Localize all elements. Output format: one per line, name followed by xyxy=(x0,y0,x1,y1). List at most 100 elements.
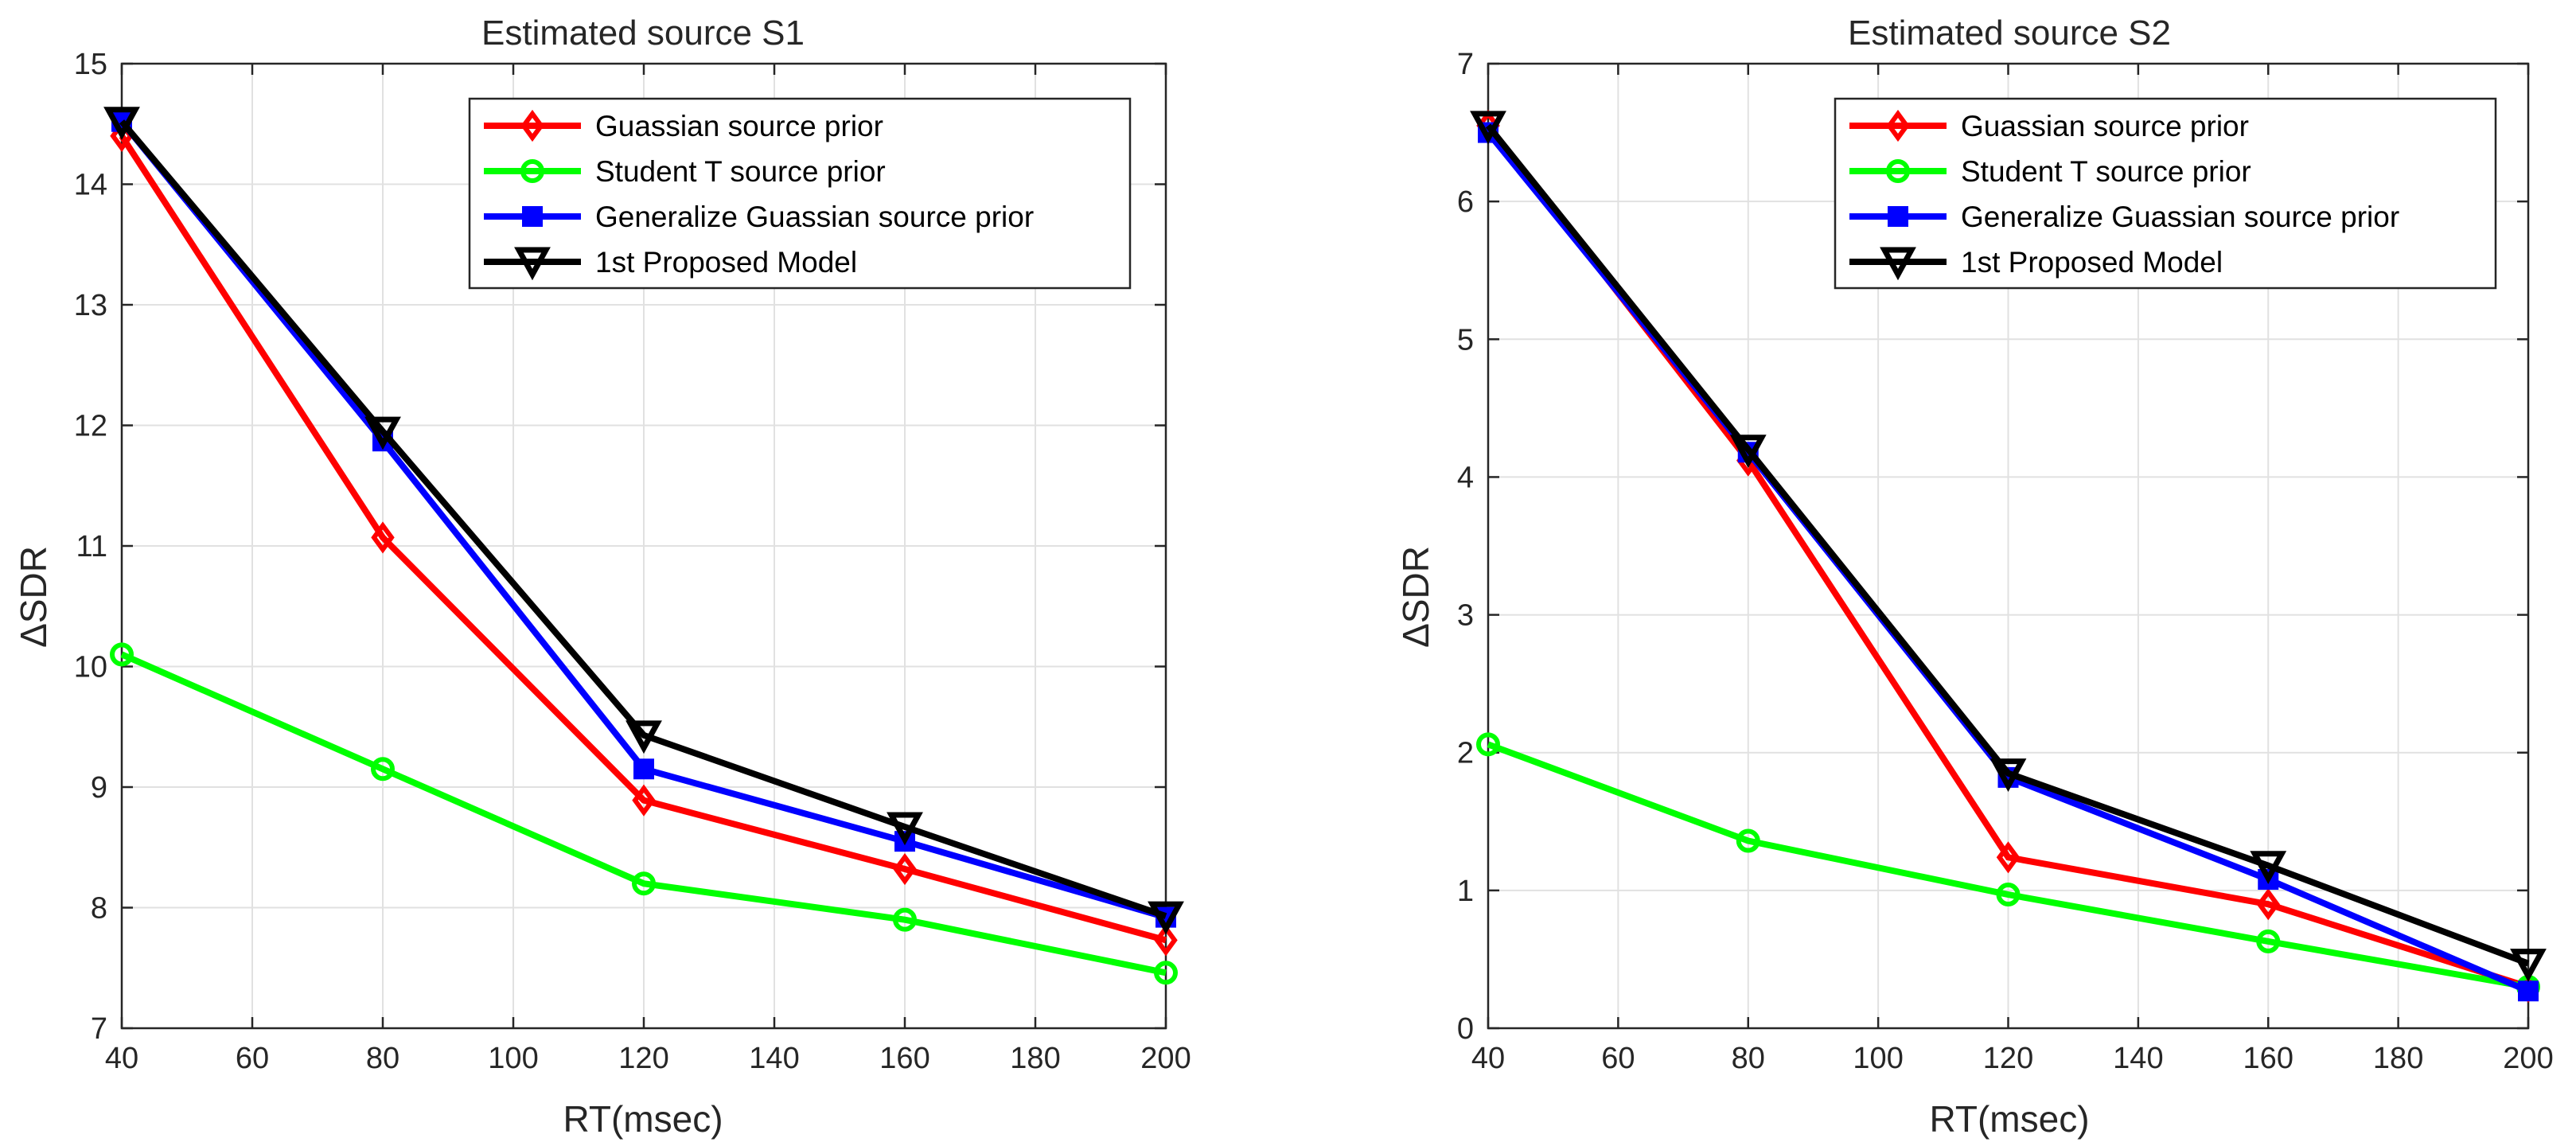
data-point-3 xyxy=(2250,851,2287,884)
legend-entry: 1st Proposed Model xyxy=(1849,246,2223,281)
data-point-legend xyxy=(1886,109,1910,142)
series-line xyxy=(1485,123,2530,967)
ticks: 40 60 80 100 120 140 160 180 200 0 1 2 3 4 5 6 7 xyxy=(1457,48,2554,1075)
data-point-legend xyxy=(1880,247,1916,281)
legend-entry: 1st Proposed Model xyxy=(484,246,857,281)
data-point-0 xyxy=(1470,111,1506,145)
x-tick-label: 180 xyxy=(2373,1042,2423,1075)
series-line xyxy=(119,119,1167,919)
x-tick-label: 60 xyxy=(1601,1042,1635,1075)
y-tick-label: 8 xyxy=(91,892,107,926)
data-point-3 xyxy=(893,907,917,932)
data-point-4 xyxy=(2510,949,2547,982)
data-point-1 xyxy=(371,521,395,554)
data-point-3 xyxy=(893,852,917,886)
data-point-legend xyxy=(520,159,544,183)
series-line xyxy=(1487,741,2529,990)
x-axis-label: RT(msec) xyxy=(1929,1098,2089,1140)
series-1 xyxy=(110,642,1178,985)
x-tick-label: 160 xyxy=(879,1042,929,1075)
data-point-1 xyxy=(364,416,401,450)
series-3 xyxy=(103,107,1184,935)
chart-s2: Estimated source S2 RT(msec) ΔSDR 40 60 80… xyxy=(1395,14,2554,1140)
y-tick-label: 9 xyxy=(91,771,107,805)
legend-label: Student T source prior xyxy=(595,155,886,188)
x-axis-label: RT(msec) xyxy=(563,1098,723,1140)
data-point-2 xyxy=(632,871,656,896)
data-point-1 xyxy=(371,757,395,782)
chart-title: Estimated source S1 xyxy=(481,14,805,53)
legend-entry: Generalize Guassian source prior xyxy=(484,201,1034,233)
data-point-3 xyxy=(887,812,923,846)
x-tick-label: 120 xyxy=(618,1042,668,1075)
data-point-legend xyxy=(514,247,551,281)
data-point-0 xyxy=(110,642,134,667)
legend-label: Guassian source prior xyxy=(595,110,883,142)
y-tick-label: 3 xyxy=(1457,599,1474,633)
data-point-4 xyxy=(1154,961,1178,985)
series-line xyxy=(120,651,1167,976)
y-tick-label: 7 xyxy=(91,1012,107,1046)
data-point-2 xyxy=(625,720,662,754)
data-point-4 xyxy=(2518,980,2539,1002)
x-tick-label: 120 xyxy=(1983,1042,2033,1075)
data-point-2 xyxy=(1989,758,2027,792)
y-tick-label: 6 xyxy=(1457,185,1474,219)
y-tick-label: 0 xyxy=(1457,1012,1474,1046)
x-tick-label: 80 xyxy=(366,1042,399,1075)
series-3 xyxy=(1470,111,2547,982)
y-tick-label: 15 xyxy=(74,48,107,81)
y-tick-label: 7 xyxy=(1457,48,1474,81)
x-tick-label: 100 xyxy=(488,1042,538,1075)
y-tick-label: 10 xyxy=(74,651,107,684)
y-tick-label: 14 xyxy=(74,169,107,202)
ticks: 40 60 80 100 120 140 160 180 200 7 8 9 10 11 12 13 14 15 xyxy=(74,48,1191,1075)
y-tick-label: 13 xyxy=(74,289,107,322)
data-point-legend xyxy=(1888,206,1908,227)
x-tick-label: 200 xyxy=(2503,1042,2553,1075)
legend: Guassian source prior Student T source pr… xyxy=(468,97,1132,290)
data-point-legend xyxy=(522,206,543,227)
data-point-1 xyxy=(1736,828,1760,853)
y-tick-label: 11 xyxy=(76,530,107,563)
data-point-2 xyxy=(633,758,654,780)
x-tick-label: 40 xyxy=(105,1042,138,1075)
data-point-0 xyxy=(1476,732,1500,757)
data-point-3 xyxy=(2256,888,2280,921)
chart-title: Estimated source S2 xyxy=(1848,14,2171,53)
x-tick-label: 40 xyxy=(1471,1042,1505,1075)
x-tick-label: 80 xyxy=(1732,1042,1765,1075)
y-tick-label: 5 xyxy=(1457,323,1474,357)
data-point-3 xyxy=(2256,929,2281,953)
y-axis-label: ΔSDR xyxy=(13,546,54,648)
data-point-4 xyxy=(1148,901,1184,935)
x-tick-label: 100 xyxy=(1853,1042,1903,1075)
series-line xyxy=(119,134,1167,944)
y-tick-label: 2 xyxy=(1457,737,1474,770)
data-point-0 xyxy=(103,107,140,140)
x-tick-label: 200 xyxy=(1140,1042,1191,1075)
legend-label: 1st Proposed Model xyxy=(1961,246,2223,279)
legend-label: Generalize Guassian source prior xyxy=(1961,201,2399,233)
legend-entry: Student T source prior xyxy=(484,155,886,188)
y-axis-label: ΔSDR xyxy=(1395,546,1436,648)
chart-s1: Estimated source S1 RT(msec) ΔSDR 40 60 80… xyxy=(13,14,1191,1140)
y-tick-label: 1 xyxy=(1457,875,1474,908)
y-tick-label: 12 xyxy=(74,410,107,443)
legend-box xyxy=(1834,97,2497,290)
legend-entry: Guassian source prior xyxy=(484,109,883,142)
data-point-2 xyxy=(1996,841,2021,874)
x-tick-label: 140 xyxy=(2113,1042,2163,1075)
legend-entry: Generalize Guassian source prior xyxy=(1849,201,2399,233)
x-tick-label: 60 xyxy=(236,1042,269,1075)
data-point-2 xyxy=(632,784,656,817)
x-tick-label: 160 xyxy=(2243,1042,2293,1075)
legend-entry: Guassian source prior xyxy=(1849,109,2249,142)
x-tick-label: 180 xyxy=(1010,1042,1060,1075)
x-tick-label: 140 xyxy=(749,1042,799,1075)
legend-label: Guassian source prior xyxy=(1961,110,2249,142)
legend-label: 1st Proposed Model xyxy=(595,246,857,279)
data-point-4 xyxy=(1154,924,1178,957)
legend-label: Student T source prior xyxy=(1961,155,2251,188)
